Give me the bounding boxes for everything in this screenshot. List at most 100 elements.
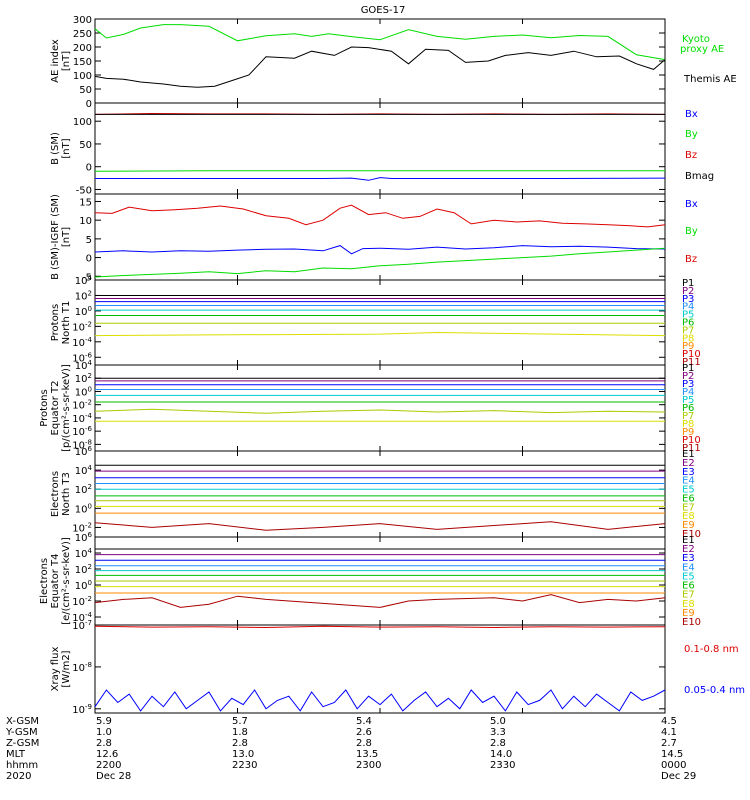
y-axis-label-line: [nT] bbox=[61, 227, 72, 247]
y-axis-label-line: North T3 bbox=[61, 472, 72, 516]
series-line bbox=[94, 245, 666, 255]
footer-row-value: 2.8 bbox=[232, 738, 248, 749]
legend-entry: P5 bbox=[682, 395, 694, 406]
legend-entry: E4 bbox=[682, 562, 695, 573]
series-line bbox=[94, 331, 666, 337]
y-axis-label-line: Equator T2 bbox=[50, 381, 61, 436]
y-tick-label: 100 bbox=[73, 71, 92, 82]
legend-entry: Kyoto bbox=[682, 34, 710, 45]
footer-row-label: 2020 bbox=[6, 771, 32, 782]
y-axis-label-line: [nT] bbox=[61, 138, 72, 158]
y-tick-label: 10-8 bbox=[72, 661, 92, 674]
y-tick-label: 104 bbox=[75, 464, 93, 477]
y-tick-label: 10-2 bbox=[72, 595, 92, 608]
footer-row-value: 2230 bbox=[232, 760, 258, 771]
y-tick-label: 10-6 bbox=[72, 425, 92, 438]
y-tick-label: 10-2 bbox=[72, 521, 92, 534]
legend-entry: P9 bbox=[682, 341, 694, 352]
legend-entry: P3 bbox=[682, 379, 694, 390]
y-axis-label-line: AE index bbox=[50, 39, 61, 83]
legend-entry: P6 bbox=[682, 403, 694, 414]
y-axis-label-line: Protons bbox=[39, 389, 50, 426]
y-tick-label: 100 bbox=[75, 305, 92, 318]
legend-entry: E1 bbox=[682, 449, 695, 460]
y-axis-label-line: [p/(cm²-s-sr-keV)] bbox=[61, 364, 72, 452]
y-tick-label: 0 bbox=[86, 254, 92, 265]
legend-entry: E2 bbox=[682, 458, 695, 469]
legend-entry: E6 bbox=[682, 493, 695, 504]
legend-entry: P1 bbox=[682, 363, 694, 374]
y-tick-label: 10-8 bbox=[72, 438, 92, 451]
footer-row-value: Dec 29 bbox=[661, 771, 697, 782]
legend-entry: P10 bbox=[682, 435, 701, 446]
legend-entry: Themis AE bbox=[683, 74, 737, 85]
y-tick-label: 50 bbox=[79, 85, 92, 96]
y-axis-label: B (SM) [nT] bbox=[50, 132, 72, 165]
footer-row: hhmm 2200 2230 2300 2330 0000 bbox=[6, 760, 726, 771]
footer-row-value: 4.5 bbox=[661, 716, 677, 727]
footer-row-value: 3.3 bbox=[490, 727, 506, 738]
legend-entry: Bmag bbox=[685, 171, 714, 182]
footer-row-value: 0000 bbox=[661, 760, 687, 771]
footer-row-value: 13.0 bbox=[232, 749, 255, 760]
y-axis-label-line: Protons bbox=[50, 304, 61, 341]
legend-entry: 0.05-0.4 nm bbox=[684, 685, 745, 696]
y-tick-label: 0 bbox=[86, 99, 92, 110]
footer-row-value: 13.5 bbox=[356, 749, 379, 760]
y-axis-label-line: Xray flux bbox=[50, 647, 61, 692]
legend-entry: E7 bbox=[682, 590, 695, 601]
y-axis-label: Protons Equator T2 [p/(cm²-s-sr-keV)] bbox=[39, 364, 72, 452]
legend-entry: P4 bbox=[682, 387, 694, 398]
y-tick-label: 10-4 bbox=[72, 336, 92, 349]
legend-entry: E1 bbox=[682, 535, 695, 546]
legend-entry: P6 bbox=[682, 318, 694, 329]
y-axis-label: Electrons Equator T4 [e/(cm²-s-sr-keV)] bbox=[39, 537, 72, 625]
y-tick-label: 5 bbox=[86, 235, 92, 246]
footer-row-label: X-GSM bbox=[6, 716, 40, 727]
footer-row: MLT 12.6 13.0 13.5 14.0 14.5 bbox=[6, 749, 726, 760]
footer-row-label: MLT bbox=[6, 749, 25, 760]
legend-entry: E2 bbox=[682, 544, 695, 555]
footer-row: Y-GSM 1.0 1.8 2.6 3.3 4.1 bbox=[6, 727, 726, 738]
y-tick-label: 104 bbox=[75, 274, 93, 287]
footer-row: 2020 Dec 28 Dec 29 bbox=[6, 771, 726, 782]
y-axis-label-line: B (SM)-IGRF (SM) bbox=[50, 194, 61, 280]
y-tick-label: 250 bbox=[73, 29, 92, 40]
legend-entry: E5 bbox=[682, 571, 695, 582]
y-tick-label: 300 bbox=[73, 15, 92, 26]
legend-entry: E10 bbox=[682, 617, 701, 628]
footer-row-value: 1.8 bbox=[232, 727, 248, 738]
legend-entry: E9 bbox=[682, 608, 695, 619]
y-tick-label: 15 bbox=[79, 197, 92, 208]
legend-entry: Bx bbox=[685, 109, 698, 120]
y-tick-label: 104 bbox=[75, 547, 93, 560]
footer-row-value: 12.6 bbox=[96, 749, 119, 760]
legend-entry: P3 bbox=[682, 294, 694, 305]
y-tick-label: 106 bbox=[75, 531, 93, 544]
legend-entry: Bz bbox=[685, 254, 697, 265]
legend-entry: Bx bbox=[685, 199, 698, 210]
series-line bbox=[94, 521, 666, 531]
series-line bbox=[94, 408, 666, 414]
series-line bbox=[94, 594, 666, 608]
series-line bbox=[94, 24, 666, 61]
y-tick-label: 102 bbox=[75, 372, 92, 385]
legend-entry: Bz bbox=[685, 150, 697, 161]
y-tick-label: 102 bbox=[75, 563, 92, 576]
y-tick-label: 200 bbox=[73, 43, 92, 54]
footer-row-value: 1.0 bbox=[96, 727, 112, 738]
legend-entry: P9 bbox=[682, 427, 694, 438]
legend-entry: P11 bbox=[682, 443, 701, 454]
panel-frame bbox=[94, 102, 666, 195]
footer-row-value: 5.7 bbox=[232, 716, 248, 727]
legend-entry: P11 bbox=[682, 357, 701, 368]
legend-entry: P8 bbox=[682, 419, 694, 430]
series-line bbox=[94, 689, 666, 712]
footer-row-label: Y-GSM bbox=[6, 727, 38, 738]
panel-frame bbox=[94, 279, 666, 366]
series-line bbox=[94, 204, 666, 228]
y-tick-label: 102 bbox=[75, 289, 92, 302]
legend-entry: P7 bbox=[682, 411, 694, 422]
y-axis-label-line: North T1 bbox=[61, 301, 72, 345]
